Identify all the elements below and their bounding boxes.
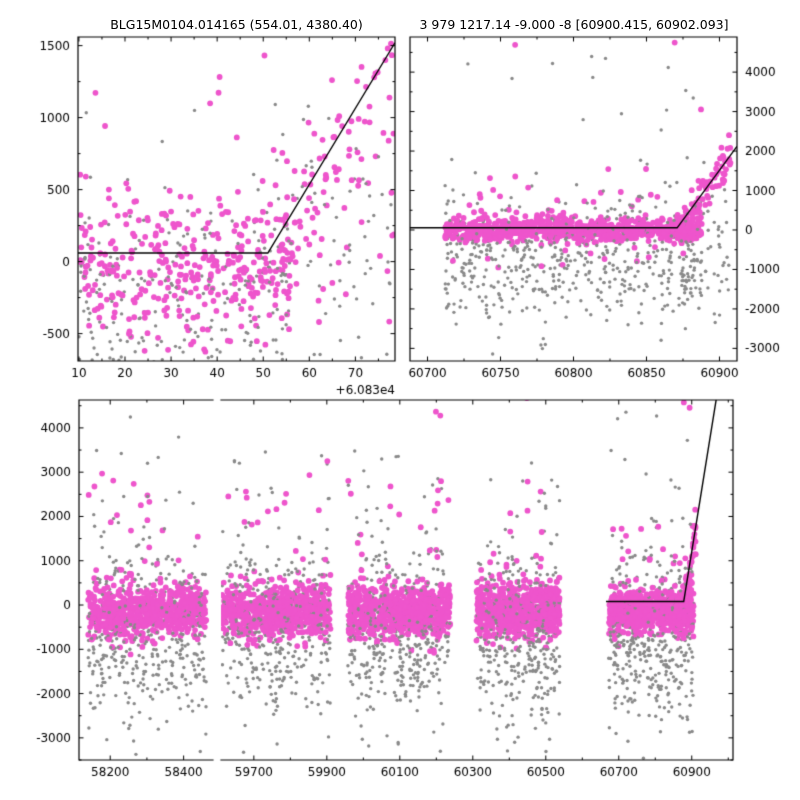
panel-title-left: BLG15M0104.014165 (554.01, 4380.40) (110, 17, 363, 32)
panel-title-right: 3 979 1217.14 -9.000 -8 [60900.415, 6090… (419, 17, 729, 32)
